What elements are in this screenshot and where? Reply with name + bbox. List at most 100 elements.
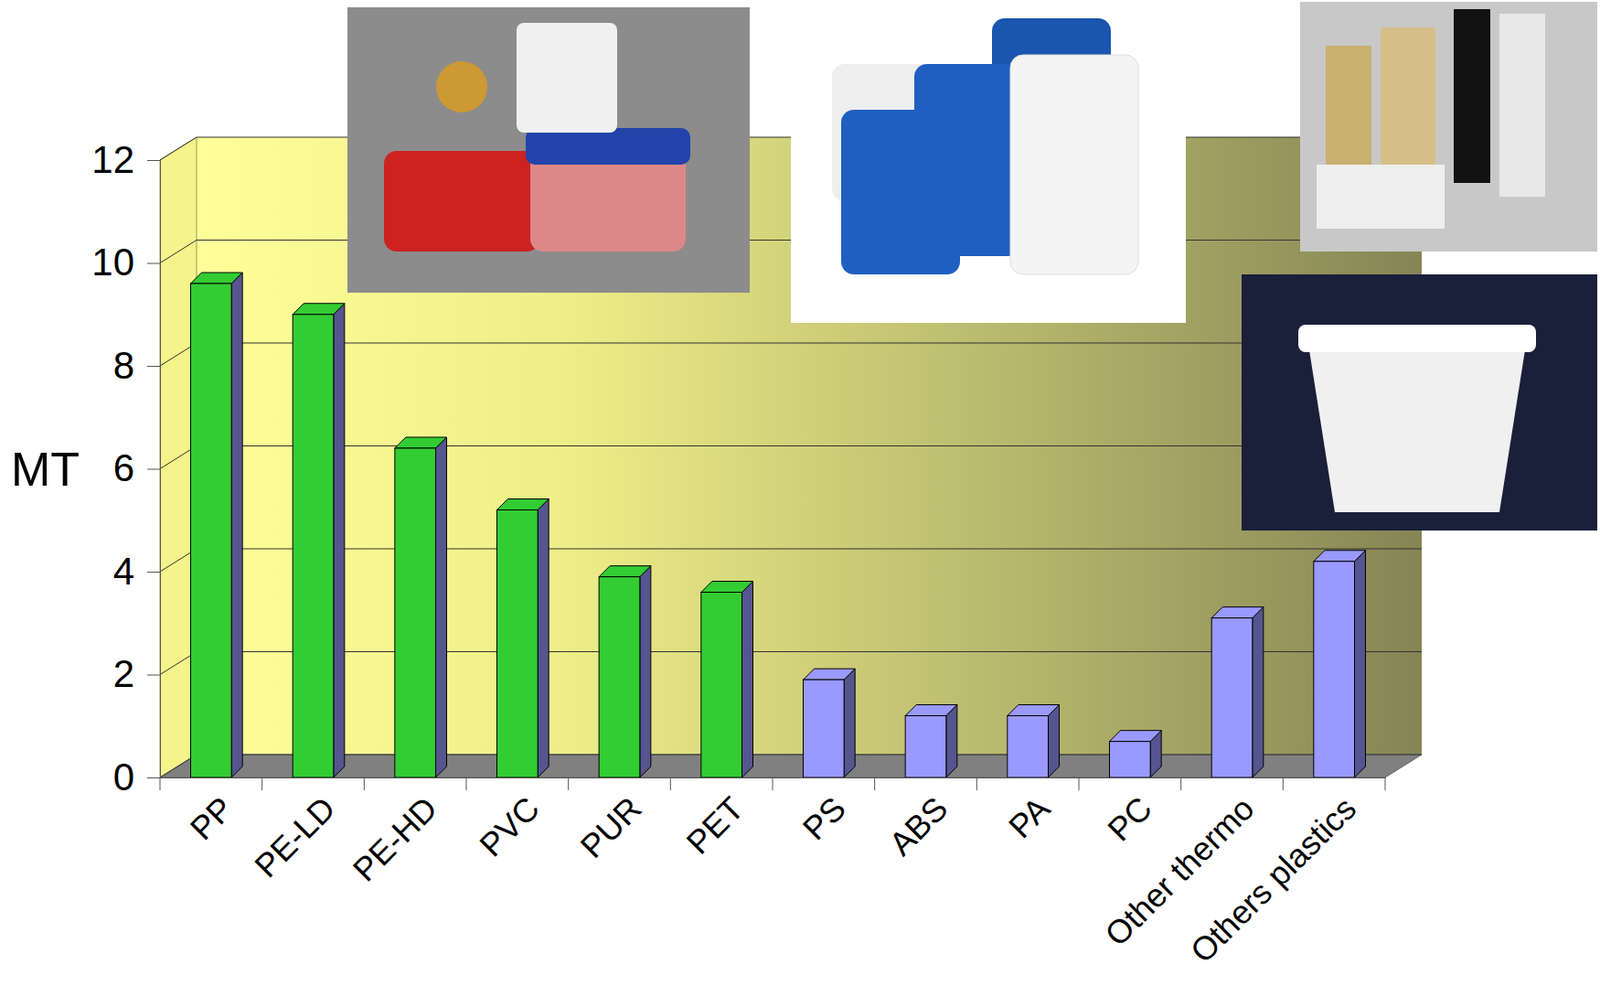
photo <box>1241 274 1598 531</box>
axis-line <box>147 160 161 779</box>
tick: PVC <box>471 777 546 864</box>
tick: Others plastics <box>1183 777 1364 970</box>
bar-top <box>191 272 244 284</box>
bar <box>598 576 640 778</box>
photo <box>1300 1 1598 252</box>
photo-part <box>1453 9 1491 183</box>
bar-top <box>394 437 448 448</box>
tick-mark <box>147 263 160 265</box>
bar <box>1313 561 1355 778</box>
photo-part <box>790 9 1186 323</box>
tick-label: 0 <box>113 755 135 799</box>
tick-mark <box>147 571 160 573</box>
tick: PUR <box>573 777 650 865</box>
bar <box>191 283 233 778</box>
tick-label: PE-LD <box>246 789 342 885</box>
photo <box>347 7 750 293</box>
photo-part <box>841 109 960 275</box>
photos <box>347 1 1598 531</box>
separator <box>363 777 365 790</box>
photo-part <box>1380 27 1436 165</box>
tick: PS <box>795 777 854 847</box>
bar <box>803 679 845 778</box>
tick-label: PE-HD <box>345 789 445 888</box>
bar <box>1211 618 1253 778</box>
tick: 12 <box>91 138 160 182</box>
tick-mark <box>147 674 160 676</box>
tick-label: Others plastics <box>1183 789 1364 970</box>
axis-title: MT <box>10 442 80 496</box>
tick: PC <box>1099 777 1159 849</box>
category-separators <box>160 777 1386 790</box>
bar-top <box>803 668 856 680</box>
tick: 4 <box>113 549 160 593</box>
tick-label: PVC <box>471 789 546 864</box>
tick: PE-HD <box>345 777 445 888</box>
tick-label: PET <box>679 789 752 862</box>
bar-top <box>905 704 958 716</box>
bar-side <box>1354 550 1366 778</box>
separator <box>567 777 569 790</box>
tick-mark <box>147 469 160 470</box>
separator <box>1282 777 1284 790</box>
bar-top <box>497 499 550 511</box>
photo-part <box>1307 338 1527 512</box>
photo-part <box>436 61 488 113</box>
tick-label: 6 <box>113 446 135 490</box>
tick: 6 <box>113 446 160 490</box>
separator <box>874 777 875 790</box>
tick-label: PC <box>1099 789 1159 848</box>
tick-label: PA <box>1001 789 1057 845</box>
tick-mark <box>147 777 160 779</box>
photo-part <box>1499 13 1546 197</box>
tick: 0 <box>113 755 160 799</box>
tick: 10 <box>91 240 160 284</box>
photo-part <box>1241 274 1598 531</box>
bar <box>292 314 334 778</box>
bar <box>497 510 539 779</box>
tick-label: 4 <box>113 549 135 593</box>
photo-part <box>384 150 540 252</box>
bar-top <box>1007 704 1060 716</box>
bar-top <box>292 303 345 315</box>
bar-side <box>742 581 754 779</box>
tick-label: PP <box>182 789 241 847</box>
tick: 2 <box>113 651 160 695</box>
y-axis: 0 2 4 6 8 10 12 <box>91 138 160 799</box>
separator <box>160 777 161 790</box>
bar-side <box>436 437 448 778</box>
grid-line <box>160 548 1422 572</box>
separator <box>772 777 774 790</box>
bar-top <box>1313 550 1366 562</box>
bar <box>701 592 743 779</box>
grid-line <box>160 446 1422 470</box>
bar <box>1109 741 1152 778</box>
separator <box>670 777 672 790</box>
photo-part <box>1300 1 1598 252</box>
tick-mark <box>147 160 160 161</box>
bar-side <box>1048 704 1060 779</box>
tick: PA <box>1001 777 1057 845</box>
tick-label: 2 <box>113 651 135 695</box>
separator <box>261 777 263 790</box>
separator <box>976 777 978 790</box>
x-axis: PPPE-LDPE-HDPVCPURPETPSABSPAPCOther ther… <box>160 777 1387 970</box>
bar-side <box>1252 607 1264 778</box>
tick-label: PS <box>795 789 854 847</box>
photo-part <box>1010 54 1139 275</box>
bar <box>1007 715 1049 779</box>
tick: PE-LD <box>246 777 342 885</box>
photo-part <box>1298 324 1536 352</box>
separator <box>1385 777 1387 790</box>
bar-side <box>333 303 345 778</box>
bar <box>394 448 437 778</box>
separator <box>1180 777 1182 790</box>
bar-side <box>946 704 958 779</box>
bar <box>905 715 947 779</box>
bar-side <box>231 272 243 778</box>
bar-side <box>640 565 651 778</box>
photo-part <box>347 7 750 293</box>
separator <box>1078 777 1080 790</box>
photo <box>790 9 1186 323</box>
tick-label: 8 <box>113 343 135 387</box>
